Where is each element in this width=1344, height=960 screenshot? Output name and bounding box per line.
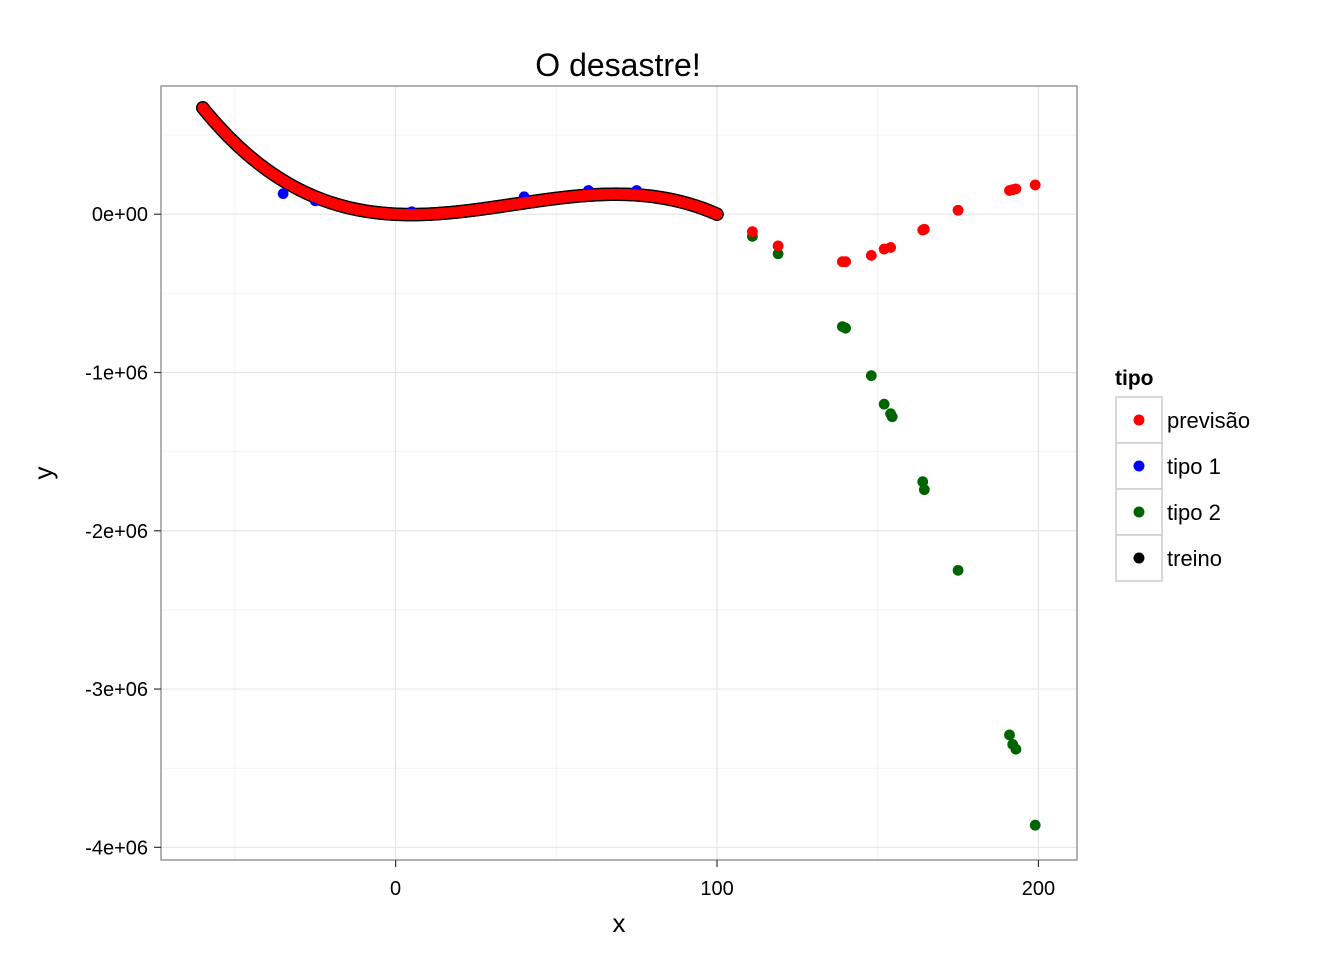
point-previsao-334: [1029, 179, 1041, 191]
point-previsao-330: [952, 204, 964, 216]
point-tipo-2-1: [772, 248, 784, 260]
series-tipo-2: [746, 230, 1041, 831]
legend-key-dot-tipo-2: [1133, 506, 1145, 518]
point-tipo-2-9: [918, 484, 930, 496]
x-tick-label-0: 0: [390, 878, 401, 900]
x-tick-label-1: 100: [700, 878, 733, 900]
plot-panel: [161, 86, 1077, 860]
point-previsao-320: [711, 208, 723, 220]
legend-label-tipo-2: tipo 2: [1167, 500, 1221, 525]
chart-title: O desastre!: [535, 47, 700, 83]
series-layer: [195, 101, 1041, 831]
point-tipo-2-3: [840, 322, 851, 334]
legend: tipo previsão tipo 1 tipo 2 treino: [1115, 367, 1250, 582]
point-tipo-2-7: [886, 411, 898, 423]
plot-panel-border: [160, 85, 1078, 861]
series-previsao: [197, 102, 1041, 268]
point-previsao-322: [772, 240, 784, 252]
point-previsao-329: [918, 223, 930, 235]
legend-entry-tipo-1: tipo 1: [1115, 442, 1221, 490]
point-tipo-2-13: [1010, 743, 1022, 755]
y-tick-label-0: 0e+00: [92, 204, 148, 226]
y-axis-title: y: [28, 467, 58, 480]
legend-label-tipo-1: tipo 1: [1167, 454, 1221, 479]
legend-label-treino: treino: [1167, 546, 1222, 571]
x-axis-title: x: [613, 908, 626, 938]
x-axis: 0 100 200: [390, 860, 1055, 900]
legend-key-dot-treino: [1133, 552, 1145, 564]
point-tipo-1-0: [277, 188, 289, 200]
y-axis: 0e+00 -1e+06 -2e+06 -3e+06 -4e+06: [85, 204, 161, 859]
point-previsao-325: [865, 249, 877, 261]
y-tick-label-2: -2e+06: [85, 521, 148, 543]
legend-entry-previsao: previsão: [1115, 396, 1250, 444]
y-tick-label-4: -4e+06: [85, 837, 148, 859]
legend-key-box-tipo-2: [1115, 488, 1163, 536]
grid-minor: [161, 86, 1077, 860]
y-tick-label-3: -3e+06: [85, 679, 148, 701]
legend-title: tipo: [1115, 367, 1153, 390]
point-tipo-2-5: [878, 398, 890, 410]
legend-entry-tipo-2: tipo 2: [1115, 488, 1221, 536]
point-previsao-324: [840, 256, 851, 268]
legend-entry-treino: treino: [1115, 534, 1222, 582]
x-tick-label-2: 200: [1022, 878, 1055, 900]
point-previsao-333: [1010, 183, 1022, 195]
point-tipo-2-11: [1004, 729, 1015, 741]
point-tipo-2-10: [952, 564, 964, 576]
point-previsao-327: [885, 242, 896, 253]
legend-key-dot-tipo-1: [1133, 460, 1145, 472]
legend-key-dot-previsao: [1133, 414, 1145, 426]
point-previsao-321: [746, 226, 758, 238]
legend-label-previsao: previsão: [1167, 408, 1250, 433]
point-tipo-2-4: [865, 370, 877, 382]
point-tipo-2-14: [1029, 819, 1041, 831]
y-tick-label-1: -1e+06: [85, 362, 148, 384]
grid-major: [161, 86, 1077, 860]
